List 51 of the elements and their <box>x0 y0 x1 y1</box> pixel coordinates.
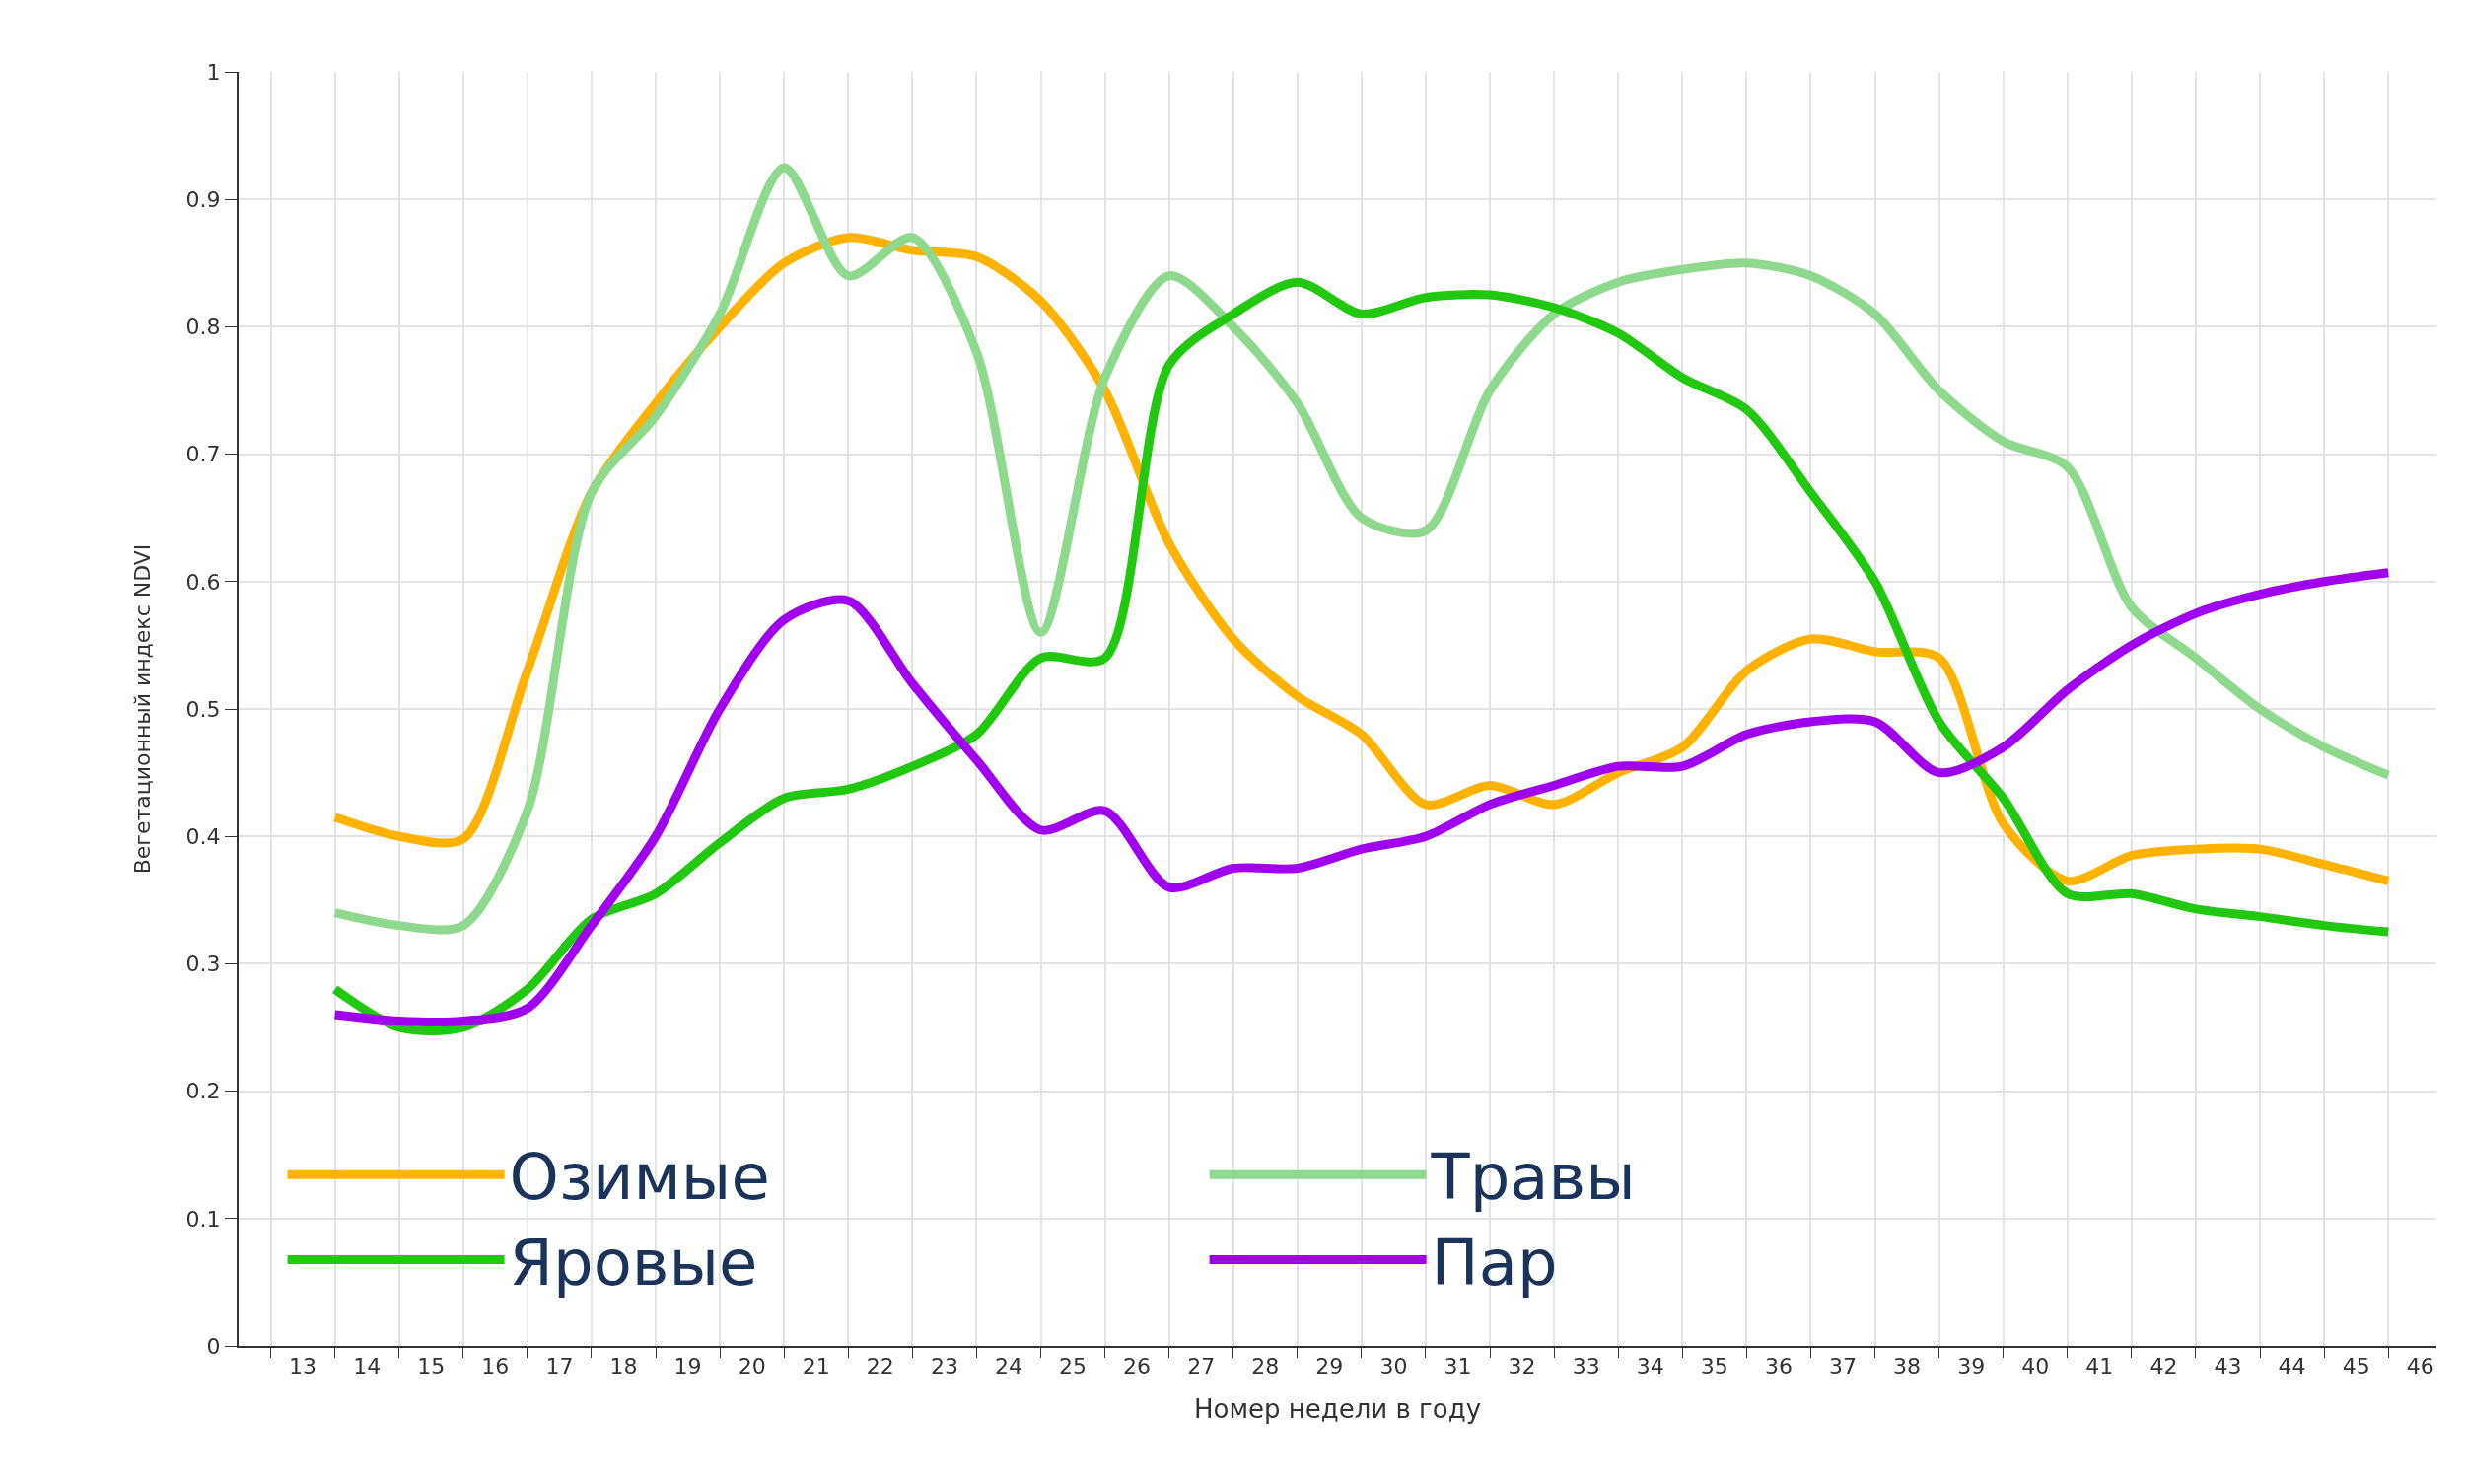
x-tick-label: 31 <box>1444 1354 1472 1379</box>
x-tick-label: 35 <box>1700 1354 1728 1379</box>
x-tick-label: 41 <box>2085 1354 2114 1379</box>
y-tick-label: 0.9 <box>185 186 221 212</box>
legend-label: Озимые <box>509 1141 770 1215</box>
x-tick-label: 46 <box>2406 1354 2434 1379</box>
y-tick-label: 0.2 <box>185 1079 221 1104</box>
x-tick-label: 26 <box>1123 1354 1152 1379</box>
y-tick-label: 0.6 <box>185 569 221 595</box>
y-tick-label: 0.5 <box>185 696 221 722</box>
y-axis-title: Вегетационный индекс NDVI <box>129 543 155 875</box>
x-tick-label: 29 <box>1315 1354 1344 1379</box>
x-tick-label: 24 <box>994 1354 1022 1379</box>
legend-label: Травы <box>1430 1141 1636 1215</box>
x-tick-label: 44 <box>2278 1354 2306 1379</box>
x-tick-label: 13 <box>289 1354 317 1379</box>
x-tick-label: 21 <box>802 1354 830 1379</box>
x-tick-label: 39 <box>1957 1354 1986 1379</box>
x-tick-label: 42 <box>2149 1354 2178 1379</box>
x-tick-label: 19 <box>673 1354 702 1379</box>
x-tick-label: 17 <box>545 1354 574 1379</box>
x-tick-label: 43 <box>2214 1354 2242 1379</box>
x-tick-label: 23 <box>930 1354 958 1379</box>
legend-label: Яровые <box>509 1226 758 1300</box>
y-tick-label: 0.7 <box>185 442 221 467</box>
y-tick-label: 0.1 <box>185 1206 221 1232</box>
x-tick-label: 22 <box>866 1354 894 1379</box>
y-tick-label: 0.4 <box>185 823 221 849</box>
x-tick-label: 16 <box>481 1354 510 1379</box>
x-tick-label: 32 <box>1508 1354 1536 1379</box>
legend-label: Пар <box>1431 1226 1558 1300</box>
x-tick-label: 33 <box>1572 1354 1600 1379</box>
y-tick-label: 0 <box>206 1333 221 1359</box>
x-tick-label: 40 <box>2021 1354 2050 1379</box>
x-tick-label: 18 <box>609 1354 638 1379</box>
y-tick-label: 0.8 <box>185 315 221 340</box>
x-tick-label: 15 <box>417 1354 446 1379</box>
x-tick-label: 37 <box>1829 1354 1858 1379</box>
x-tick-label: 25 <box>1059 1354 1088 1379</box>
x-tick-label: 28 <box>1251 1354 1280 1379</box>
y-tick-label: 0.3 <box>185 952 221 977</box>
x-tick-label: 20 <box>738 1354 766 1379</box>
x-tick-label: 34 <box>1636 1354 1664 1379</box>
x-axis-title: Номер недели в году <box>1193 1393 1482 1424</box>
x-tick-label: 45 <box>2342 1354 2370 1379</box>
x-tick-label: 27 <box>1187 1354 1216 1379</box>
x-tick-label: 38 <box>1893 1354 1922 1379</box>
x-tick-label: 36 <box>1764 1354 1793 1379</box>
y-tick-label: 1 <box>206 59 221 85</box>
x-tick-label: 14 <box>353 1354 382 1379</box>
x-tick-label: 30 <box>1379 1354 1408 1379</box>
